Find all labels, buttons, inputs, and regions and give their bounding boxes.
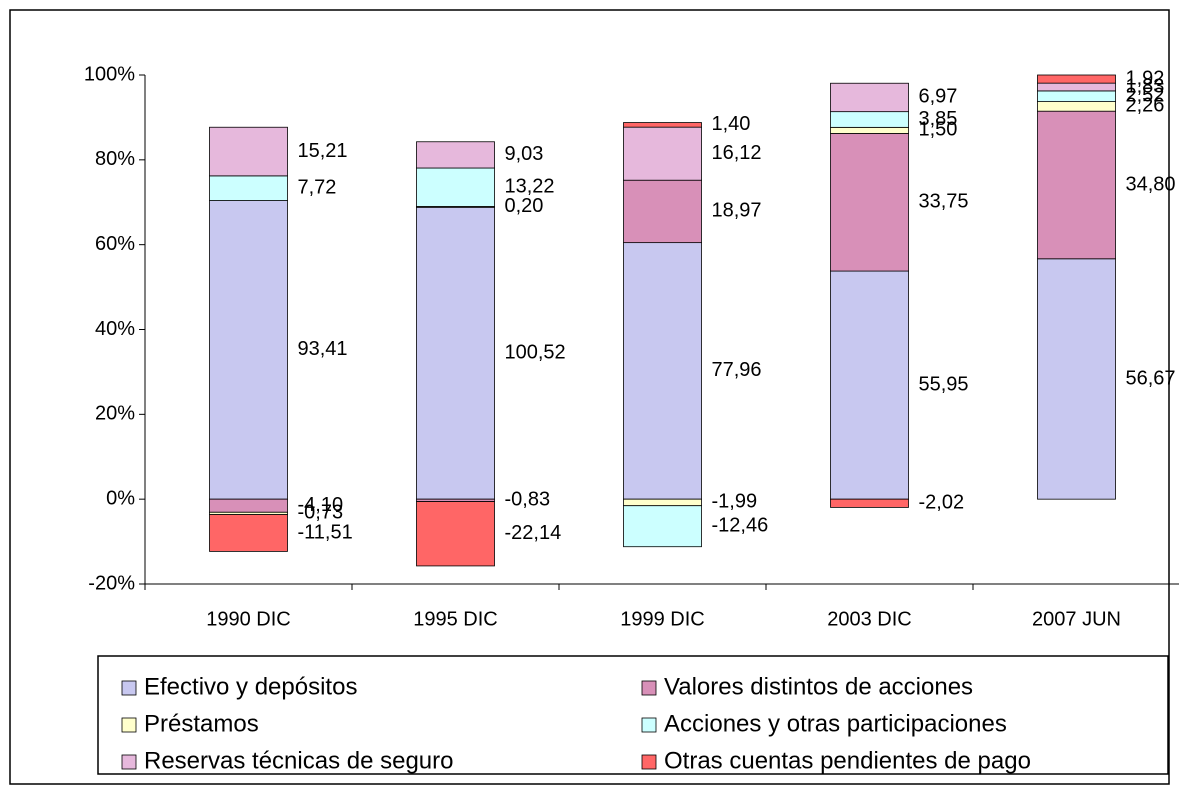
legend-label: Reservas técnicas de seguro	[144, 747, 454, 774]
value-label: -0,83	[505, 489, 551, 511]
bar-segment	[830, 111, 909, 128]
bar-segment	[416, 141, 495, 169]
bar-segment	[830, 133, 909, 272]
value-label: 0,20	[505, 195, 544, 217]
y-tick-label: 100%	[84, 63, 135, 85]
value-label: 1,92	[1126, 67, 1165, 89]
bar-segment	[1037, 101, 1116, 112]
legend-label: Valores distintos de acciones	[664, 673, 973, 700]
x-tick-label: 2003 DIC	[827, 608, 912, 630]
x-tick-label: 2007 JUN	[1032, 608, 1121, 630]
value-label: 3,85	[919, 108, 958, 130]
bar-segment	[830, 126, 909, 134]
bar-segment	[209, 126, 288, 177]
bar-segment	[209, 200, 288, 500]
value-label: 2,26	[1126, 95, 1165, 117]
bar-segment	[209, 175, 288, 201]
bar-segment	[623, 179, 702, 244]
bar-segment	[830, 498, 909, 508]
y-tick-label: 40%	[95, 318, 135, 340]
bar-segment	[416, 206, 495, 500]
value-label: 2,52	[1126, 85, 1165, 107]
value-label: 100,52	[505, 341, 566, 363]
bar-segment	[1037, 258, 1116, 500]
value-label: 1,40	[712, 113, 751, 135]
bar-segment	[623, 122, 702, 128]
y-tick-label: 80%	[95, 148, 135, 170]
legend-swatch	[641, 680, 657, 696]
y-tick-label: -20%	[88, 572, 135, 594]
bar-segment	[1037, 74, 1116, 84]
bar-segment	[830, 270, 909, 500]
legend-swatch	[641, 754, 657, 770]
bar-segment	[830, 82, 909, 113]
bar-segment	[1037, 82, 1116, 92]
value-label: 34,80	[1126, 173, 1176, 195]
bar-segment	[416, 167, 495, 207]
value-label: 33,75	[919, 191, 969, 213]
value-label: 93,41	[298, 338, 348, 360]
value-label: 55,95	[919, 373, 969, 395]
value-label: 13,22	[505, 175, 555, 197]
bar-segment	[623, 505, 702, 548]
value-label: -12,46	[712, 514, 769, 536]
value-label: 18,97	[712, 200, 762, 222]
x-tick-label: 1990 DIC	[206, 608, 291, 630]
legend-swatch	[641, 717, 657, 733]
legend-label: Acciones y otras participaciones	[664, 710, 1007, 737]
chart-border	[9, 9, 1170, 785]
value-label: 77,96	[712, 359, 762, 381]
value-label: -4,10	[298, 494, 344, 516]
value-label: 56,67	[1126, 367, 1176, 389]
value-label: 6,97	[919, 86, 958, 108]
value-label: -11,51	[298, 521, 353, 543]
x-tick-label: 1999 DIC	[620, 608, 705, 630]
bar-segment	[623, 498, 702, 507]
value-label: 16,12	[712, 142, 762, 164]
bar-segment	[623, 242, 702, 500]
value-label: 15,21	[298, 140, 348, 162]
bar-segment	[623, 126, 702, 181]
x-tick-label: 1995 DIC	[413, 608, 498, 630]
value-label: 1,50	[919, 119, 958, 141]
legend-swatch	[121, 717, 137, 733]
legend-swatch	[121, 754, 137, 770]
legend-swatch	[121, 680, 137, 696]
legend-label: Otras cuentas pendientes de pago	[664, 747, 1031, 774]
value-label: -22,14	[505, 522, 562, 544]
bar-segment	[1037, 110, 1116, 260]
y-tick-label: 0%	[106, 487, 135, 509]
value-label: 7,72	[298, 176, 337, 198]
value-label: 1,83	[1126, 75, 1165, 97]
y-tick-label: 60%	[95, 233, 135, 255]
bar-segment	[209, 498, 288, 513]
value-label: -2,02	[919, 492, 965, 514]
legend-box	[97, 655, 1169, 775]
legend-label: Efectivo y depósitos	[144, 673, 357, 700]
legend-label: Préstamos	[144, 710, 259, 737]
value-label: 9,03	[505, 143, 544, 165]
y-tick-label: 20%	[95, 403, 135, 425]
value-label: -1,99	[712, 491, 758, 513]
bar-segment	[416, 501, 495, 567]
value-label: -0,73	[298, 502, 344, 524]
bar-segment	[209, 514, 288, 552]
bar-segment	[1037, 90, 1116, 102]
